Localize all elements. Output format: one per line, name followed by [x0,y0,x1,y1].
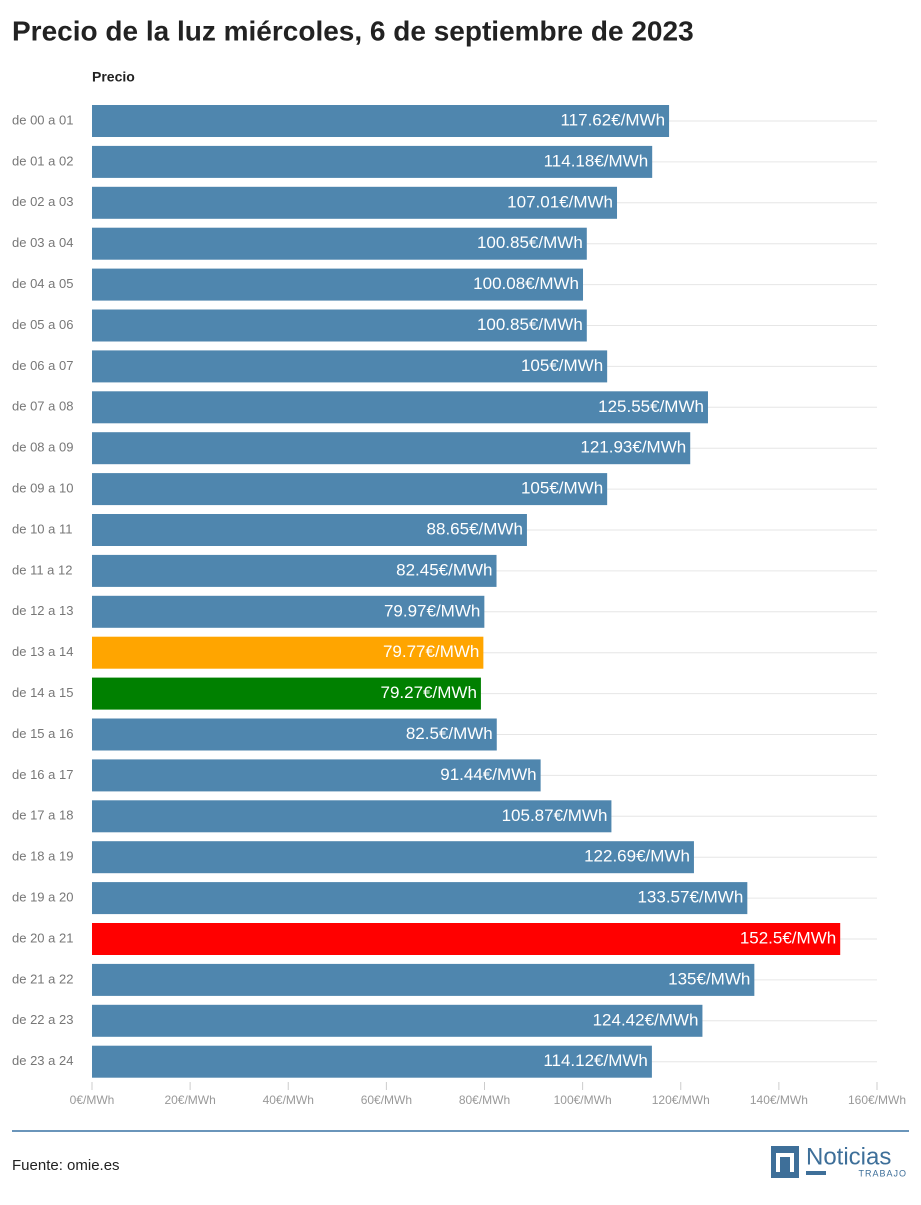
chart-title: Precio de la luz miércoles, 6 de septiem… [12,15,694,46]
value-label: 133.57€/MWh [637,888,743,907]
value-label: 88.65€/MWh [427,519,523,538]
value-label: 107.01€/MWh [507,192,613,211]
y-tick-label: de 00 a 01 [12,112,73,127]
value-label: 152.5€/MWh [740,928,836,947]
bar [92,309,587,342]
bar [92,391,708,424]
x-tick-label: 20€/MWh [164,1093,215,1107]
logo-icon [771,1146,799,1178]
value-label: 117.62€/MWh [560,110,665,129]
value-label: 122.69€/MWh [584,847,690,866]
y-tick-label: de 14 a 15 [12,685,73,700]
value-label: 82.5€/MWh [406,724,493,743]
value-label: 79.27€/MWh [381,683,477,702]
y-tick-label: de 08 a 09 [12,440,73,455]
bar [92,268,584,301]
bar [92,841,694,874]
bar [92,882,748,915]
value-label: 82.45€/MWh [396,560,492,579]
x-tick-label: 100€/MWh [554,1093,612,1107]
bar [92,554,497,587]
y-tick-label: de 18 a 19 [12,849,73,864]
logo-subtitle: TRABAJO [858,1168,907,1178]
x-tick-label: 40€/MWh [263,1093,314,1107]
y-tick-label: de 06 a 07 [12,358,73,373]
y-tick-label: de 19 a 20 [12,890,73,905]
y-tick-label: de 11 a 12 [12,562,72,577]
value-label: 105€/MWh [521,356,603,375]
x-tick-label: 140€/MWh [750,1093,808,1107]
y-tick-label: de 03 a 04 [12,235,73,250]
value-label: 125.55€/MWh [598,397,704,416]
bar [92,105,670,137]
value-label: 100.85€/MWh [477,233,583,252]
bar [92,595,485,628]
x-tick-label: 80€/MWh [459,1093,510,1107]
logo-title: Noticias [806,1143,891,1170]
bar [92,963,755,996]
y-tick-label: de 09 a 10 [12,481,73,496]
source: Fuente: omie.es [12,1157,120,1174]
value-label: 121.93€/MWh [580,438,686,457]
bar [92,923,841,955]
bar [92,718,497,751]
y-tick-label: de 01 a 02 [12,153,73,168]
value-label: 135€/MWh [668,969,750,988]
value-label: 100.08€/MWh [473,274,579,293]
x-tick-label: 0€/MWh [70,1093,115,1107]
y-tick-label: de 20 a 21 [12,930,73,945]
y-tick-label: de 22 a 23 [12,1012,73,1027]
y-tick-label: de 23 a 24 [12,1053,73,1068]
y-tick-label: de 05 a 06 [12,317,73,332]
value-label: 114.12€/MWh [543,1051,648,1070]
bar [92,514,527,546]
value-label: 79.77€/MWh [383,642,479,661]
y-tick-label: de 12 a 13 [12,603,73,618]
bar [92,186,618,219]
value-label: 100.85€/MWh [477,315,583,334]
x-tick-label: 120€/MWh [652,1093,710,1107]
y-tick-label: de 15 a 16 [12,726,73,741]
bar [92,1045,652,1078]
x-tick-label: 160€/MWh [848,1093,906,1107]
y-tick-label: de 02 a 03 [12,194,73,209]
y-tick-label: de 16 a 17 [12,767,73,782]
bar [92,350,608,383]
y-tick-label: de 07 a 08 [12,399,73,414]
value-label: 91.44€/MWh [440,765,536,784]
value-label: 105.87€/MWh [502,806,608,825]
y-tick-label: de 21 a 22 [12,971,73,986]
bar [92,636,484,669]
y-tick-label: de 17 a 18 [12,808,73,823]
bar [92,432,691,465]
bar [92,473,608,506]
column-header: Precio [92,69,135,85]
bar [92,145,653,178]
y-tick-label: de 04 a 05 [12,276,73,291]
bar [92,1004,703,1037]
bar [92,227,587,260]
value-label: 114.18€/MWh [544,151,649,170]
logo-bar [806,1171,826,1175]
value-label: 124.42€/MWh [593,1010,699,1029]
y-tick-label: de 10 a 11 [12,521,72,536]
bar [92,677,481,710]
x-tick-label: 60€/MWh [361,1093,412,1107]
value-label: 79.97€/MWh [384,601,480,620]
bar [92,759,541,792]
bar [92,800,612,833]
value-label: 105€/MWh [521,479,603,498]
y-tick-label: de 13 a 14 [12,644,73,659]
logo-glyph [776,1153,794,1172]
